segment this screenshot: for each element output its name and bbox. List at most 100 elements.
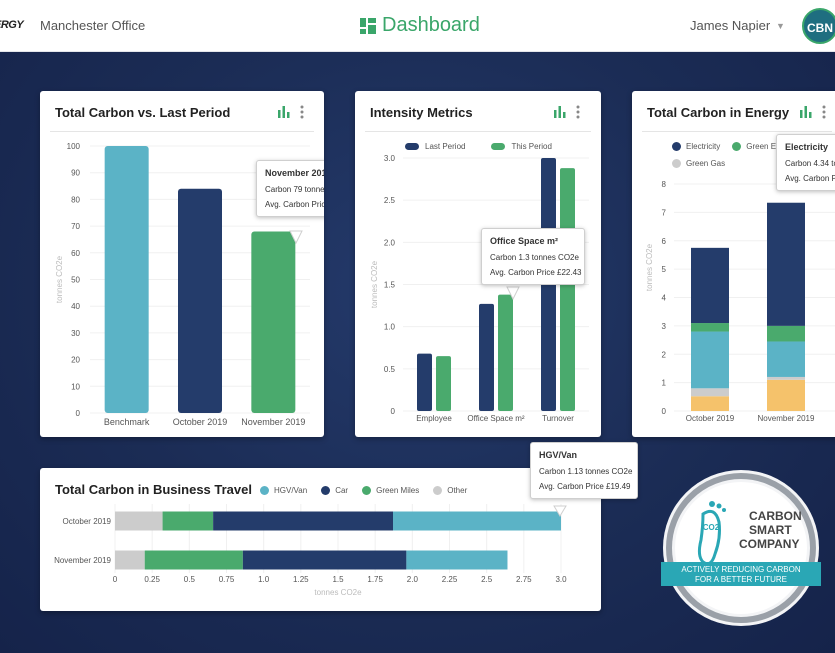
divider — [642, 131, 832, 132]
tooltip-title: Electricity — [785, 142, 829, 152]
legend-item[interactable]: Other — [433, 486, 467, 495]
x-tick-label: 0 — [113, 575, 118, 584]
bar — [178, 188, 222, 413]
bar-segment — [691, 331, 729, 389]
divider — [365, 131, 591, 132]
tooltip-pointer — [506, 286, 520, 301]
x-tick-label: Office Space m² — [467, 414, 525, 423]
tooltip-title: HGV/Van — [539, 450, 578, 460]
legend-swatch — [362, 486, 372, 495]
bar-segment — [162, 511, 214, 531]
divider — [50, 131, 314, 132]
y-tick-label: October 2019 — [63, 517, 112, 526]
user-menu-caret-icon[interactable]: ▼ — [776, 21, 785, 31]
tooltip-pointer — [289, 230, 303, 245]
x-tick-label: November 2019 — [241, 417, 305, 427]
bar-segment — [144, 550, 243, 570]
top-header: ERGY Manchester Office Dashboard James N… — [0, 0, 835, 52]
tooltip-price: Avg. Carbon Pric — [785, 174, 835, 183]
bar-segment — [767, 379, 805, 411]
more-options-icon[interactable] — [300, 105, 304, 119]
legend-item[interactable]: Green Miles — [362, 486, 419, 495]
legend-label: Last Period — [425, 142, 466, 151]
tooltip-title: November 2019 — [265, 168, 324, 178]
bar-chart-icon[interactable] — [554, 106, 566, 118]
x-tick-label: 0.25 — [144, 575, 160, 584]
legend-swatch — [732, 142, 742, 151]
y-tick-label: 2.5 — [384, 196, 396, 205]
bar-segment — [767, 376, 805, 380]
tooltip-pointer — [553, 505, 567, 517]
y-tick-label: 20 — [71, 356, 80, 365]
office-name[interactable]: Manchester Office — [40, 18, 146, 33]
y-tick-label: 1.5 — [384, 281, 396, 290]
legend-item[interactable]: HGV/Van — [260, 486, 307, 495]
stacked-bar-chart-energy: 0 1 2 3 4 5 6 7 8 tonnes CO2e October 2019 November… — [645, 180, 835, 423]
brand-logo[interactable]: ERGY — [0, 19, 24, 31]
legend-item[interactable]: Last Period — [405, 142, 479, 151]
badge-line2: SMART — [749, 523, 792, 537]
carbon-smart-badge: CO2 CARBON SMART COMPANY ACTIVELY REDUCI… — [661, 470, 821, 626]
y-tick-label: 1.0 — [384, 323, 396, 332]
badge-line1: CARBON — [749, 509, 802, 523]
tooltip-carbon: Carbon 4.34 to — [785, 159, 835, 168]
bar-chart-icon[interactable] — [278, 106, 290, 118]
y-tick-label: 30 — [71, 329, 80, 338]
card-title: Total Carbon in Energy — [647, 105, 790, 120]
tooltip-title: Office Space m² — [490, 236, 559, 246]
card-title: Total Carbon vs. Last Period — [55, 105, 231, 120]
legend-item[interactable]: Green Gas — [672, 159, 725, 168]
legend-item[interactable]: Electricity — [672, 142, 720, 151]
bar-segment — [213, 511, 394, 531]
x-tick-label: 1.0 — [258, 575, 270, 584]
more-options-icon[interactable] — [822, 105, 826, 119]
user-name[interactable]: James Napier — [690, 18, 771, 33]
tooltip-price: Avg. Carbon Price £22.43 — [490, 268, 582, 277]
y-tick-label: 8 — [662, 180, 667, 189]
x-tick-label: October 2019 — [686, 414, 735, 423]
bar — [104, 146, 149, 413]
bar — [417, 353, 432, 411]
legend-label: Green Miles — [376, 486, 420, 495]
bar-segment — [767, 202, 805, 326]
legend-swatch — [672, 142, 681, 151]
legend-label: This Period — [511, 142, 552, 151]
bar-segment — [767, 325, 805, 342]
legend-item[interactable]: This Period — [491, 142, 565, 151]
chart-legend: HGV/Van Car Green Miles Other — [260, 486, 481, 495]
x-axis-label: tonnes CO2e — [314, 588, 362, 597]
legend-swatch — [260, 486, 269, 495]
x-tick-label: Employee — [416, 414, 452, 423]
y-tick-label: 6 — [662, 237, 667, 246]
card-carbon-energy: Total Carbon in Energy Electricity Green … — [632, 91, 835, 437]
co2-label: CO2 — [703, 523, 720, 532]
y-tick-label: 4 — [662, 294, 667, 303]
x-tick-label: 1.25 — [293, 575, 309, 584]
legend-label: Electricity — [686, 142, 721, 151]
badge-line3: COMPANY — [739, 537, 799, 551]
y-tick-label: 0 — [662, 407, 667, 416]
legend-item[interactable]: Car — [321, 486, 348, 495]
more-options-icon[interactable] — [576, 105, 580, 119]
legend-label: Green E — [746, 142, 777, 151]
x-tick-label: Benchmark — [104, 417, 150, 427]
x-tick-label: 0.75 — [219, 575, 235, 584]
y-tick-label: 7 — [662, 208, 667, 217]
legend-label: Other — [447, 486, 468, 495]
y-tick-label: November 2019 — [54, 556, 111, 565]
x-tick-label: November 2019 — [758, 414, 815, 423]
legend-item[interactable]: Green E — [732, 142, 776, 151]
tooltip-price: Avg. Carbon Price £19.49 — [539, 482, 631, 491]
avatar[interactable]: CBN — [802, 8, 835, 44]
y-axis-label: tonnes CO2e — [370, 260, 379, 308]
badge-ribbon-line1: ACTIVELY REDUCING CARBON — [681, 565, 801, 574]
badge-ribbon-line2: FOR A BETTER FUTURE — [695, 575, 787, 584]
horizontal-bar-chart-travel: 0 0.25 0.5 0.75 1.0 1.25 1.5 1.75 2.0 2.25 2.5 2.75… — [54, 504, 567, 597]
y-tick-label: 3 — [662, 322, 667, 331]
y-tick-label: 3.0 — [384, 154, 396, 163]
x-tick-label: 2.25 — [442, 575, 458, 584]
y-tick-label: 80 — [71, 195, 80, 204]
y-tick-label: 40 — [71, 302, 80, 311]
y-tick-label: 10 — [71, 382, 80, 391]
bar-chart-icon[interactable] — [800, 106, 812, 118]
